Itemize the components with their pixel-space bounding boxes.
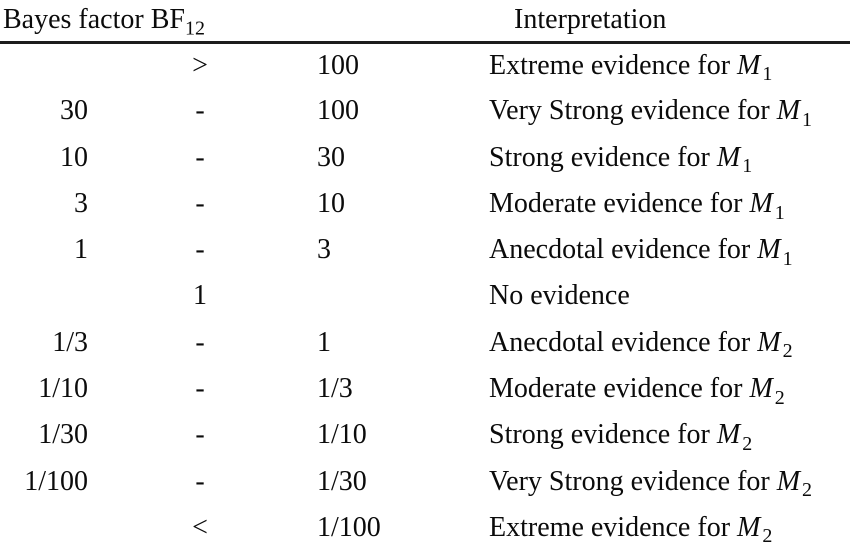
cell-lower-bound: 1/3: [52, 326, 88, 358]
cell-lower-bound: 10: [60, 141, 88, 173]
model-symbol: M: [716, 419, 741, 451]
interpretation-text: Extreme evidence for: [489, 511, 738, 543]
interpretation-text: Moderate evidence for: [489, 372, 750, 404]
header-bayes-factor: Bayes factor BF12: [0, 0, 481, 44]
model-subscript: 2: [762, 525, 773, 548]
model-subscript: 2: [742, 432, 753, 455]
interpretation-text: Strong evidence for: [489, 419, 717, 451]
model-subscript: 1: [774, 201, 785, 224]
table-header: Bayes factor BF12 Interpretation: [0, 0, 850, 44]
model-subscript: 1: [782, 247, 793, 270]
model-symbol: M: [737, 49, 761, 81]
cell-lower-bound: [0, 42, 110, 88]
interpretation-text: Moderate evidence for: [489, 187, 750, 219]
model-symbol: M: [737, 511, 761, 543]
cell-separator: -: [195, 141, 205, 173]
interpretation-text: Very Strong evidence for: [489, 465, 777, 497]
cell-upper-bound: 1/3: [317, 372, 353, 404]
cell-lower-bound: [0, 273, 110, 319]
cell-separator: -: [195, 465, 205, 497]
header-interpretation: Interpretation: [480, 0, 850, 44]
cell-separator: -: [195, 187, 205, 219]
cell-separator: -: [195, 419, 205, 451]
model-symbol: M: [716, 141, 741, 173]
cell-lower-bound: 1/10: [38, 372, 88, 404]
model-subscript: 1: [742, 155, 753, 178]
header-bayes-factor-label: Bayes factor BF: [3, 4, 185, 36]
cell-upper-bound: 10: [317, 187, 345, 219]
model-symbol: M: [757, 326, 781, 358]
model-symbol: M: [776, 95, 801, 127]
cell-lower-bound: 30: [60, 95, 88, 127]
cell-upper-bound: 1/10: [317, 419, 367, 451]
model-subscript: 1: [802, 108, 813, 131]
cell-separator: -: [195, 95, 205, 127]
cell-upper-bound: 100: [317, 95, 359, 127]
model-subscript: 1: [762, 63, 773, 86]
model-symbol: M: [776, 465, 801, 497]
interpretation-text: Extreme evidence for: [489, 49, 738, 81]
interpretation-text: No evidence: [489, 280, 630, 312]
table-row: 1 No evidence: [0, 273, 850, 319]
interpretation-text: Strong evidence for: [489, 141, 717, 173]
interpretation-text: Very Strong evidence for: [489, 95, 777, 127]
bf-subscript: 12: [184, 17, 205, 40]
cell-upper-bound: 3: [317, 234, 331, 266]
model-symbol: M: [749, 372, 773, 404]
cell-separator: >: [192, 49, 208, 81]
cell-separator: <: [192, 511, 208, 543]
model-symbol: M: [749, 187, 773, 219]
interpretation-text: Anecdotal evidence for: [489, 234, 758, 266]
model-subscript: 2: [802, 479, 813, 502]
cell-separator: -: [195, 372, 205, 404]
cell-upper-bound: 100: [317, 49, 359, 81]
cell-upper-bound: [290, 273, 480, 319]
cell-upper-bound: 1: [317, 326, 331, 358]
cell-interpretation: No evidence: [480, 273, 850, 319]
model-symbol: M: [757, 234, 781, 266]
cell-upper-bound: 30: [317, 141, 345, 173]
cell-lower-bound: 1/30: [38, 419, 88, 451]
cell-upper-bound: 1/100: [317, 511, 381, 543]
cell-separator: 1: [193, 280, 207, 312]
header-row: Bayes factor BF12 Interpretation: [0, 0, 850, 44]
model-subscript: 2: [782, 340, 793, 363]
cell-lower-bound: 1: [74, 234, 88, 266]
cell-lower-bound: 3: [74, 187, 88, 219]
cell-lower-bound: 1/100: [24, 465, 88, 497]
model-subscript: 2: [774, 386, 785, 409]
cell-upper-bound: 1/30: [317, 465, 367, 497]
interpretation-text: Anecdotal evidence for: [489, 326, 758, 358]
cell-lower-bound: [0, 505, 110, 551]
cell-separator: -: [195, 234, 205, 266]
cell-separator: -: [195, 326, 205, 358]
